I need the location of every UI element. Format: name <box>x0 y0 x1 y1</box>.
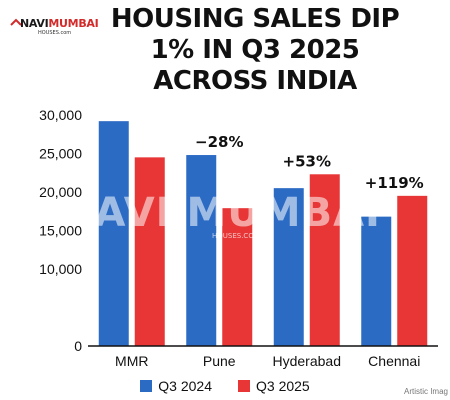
logo-subtitle: HOUSES.com <box>38 30 72 36</box>
y-tick-label: 10,000 <box>39 261 82 277</box>
change-annotation: +119% <box>365 174 424 192</box>
legend-label-q3-2025: Q3 2025 <box>256 378 310 394</box>
change-annotation: +53% <box>283 152 331 170</box>
x-tick-label: Pune <box>203 353 236 369</box>
x-tick-label: Chennai <box>368 353 420 369</box>
y-tick-label: 15,000 <box>39 223 82 239</box>
y-tick-label: 30,000 <box>39 107 82 123</box>
legend-item-q3-2025: Q3 2025 <box>238 378 310 394</box>
legend-swatch-q3-2024 <box>140 380 153 392</box>
chart-title: HOUSING SALES DIP 1% IN Q3 2025 ACROSS I… <box>60 4 450 97</box>
x-tick-label: MMR <box>115 353 148 369</box>
bar-mmr-q3-2025 <box>134 157 165 346</box>
legend-label-q3-2024: Q3 2024 <box>158 378 212 394</box>
title-line-1: HOUSING SALES DIP <box>110 4 400 34</box>
bar-hyderabad-q3-2024 <box>273 188 304 346</box>
navi-mumbai-houses-logo: NAVIMUMBAI HOUSES.com <box>8 14 99 40</box>
watermark-sub: HOUSES.COM <box>212 232 260 240</box>
legend-swatch-q3-2025 <box>238 380 250 392</box>
legend-item-q3-2024: Q3 2024 <box>140 378 212 394</box>
bar-chennai-q3-2024 <box>361 216 392 346</box>
title-line-3: ACROSS INDIA <box>153 66 357 96</box>
logo-brand-part2: MUMBAI <box>48 17 99 30</box>
logo-brand-part1: NAVI <box>20 17 49 30</box>
change-annotation: −28% <box>195 133 243 151</box>
bar-pune-q3-2024 <box>186 155 217 346</box>
title-line-2: 1% IN Q3 2025 <box>150 35 360 65</box>
y-tick-label: 0 <box>74 338 82 354</box>
x-tick-label: Hyderabad <box>273 353 342 369</box>
y-tick-label: 25,000 <box>39 146 82 162</box>
logo-brand: NAVIMUMBAI <box>20 17 99 30</box>
watermark: NAVI MUMBAI <box>60 190 381 236</box>
house-roof-icon <box>10 18 22 26</box>
chart-legend: Q3 2024 Q3 2025 <box>0 378 450 394</box>
y-tick-label: 20,000 <box>39 184 82 200</box>
bar-chennai-q3-2025 <box>397 195 428 346</box>
bar-mmr-q3-2024 <box>98 121 129 346</box>
bar-hyderabad-q3-2025 <box>309 174 340 346</box>
bar-pune-q3-2025 <box>222 208 253 346</box>
image-credit: Artistic Imag <box>403 387 448 396</box>
